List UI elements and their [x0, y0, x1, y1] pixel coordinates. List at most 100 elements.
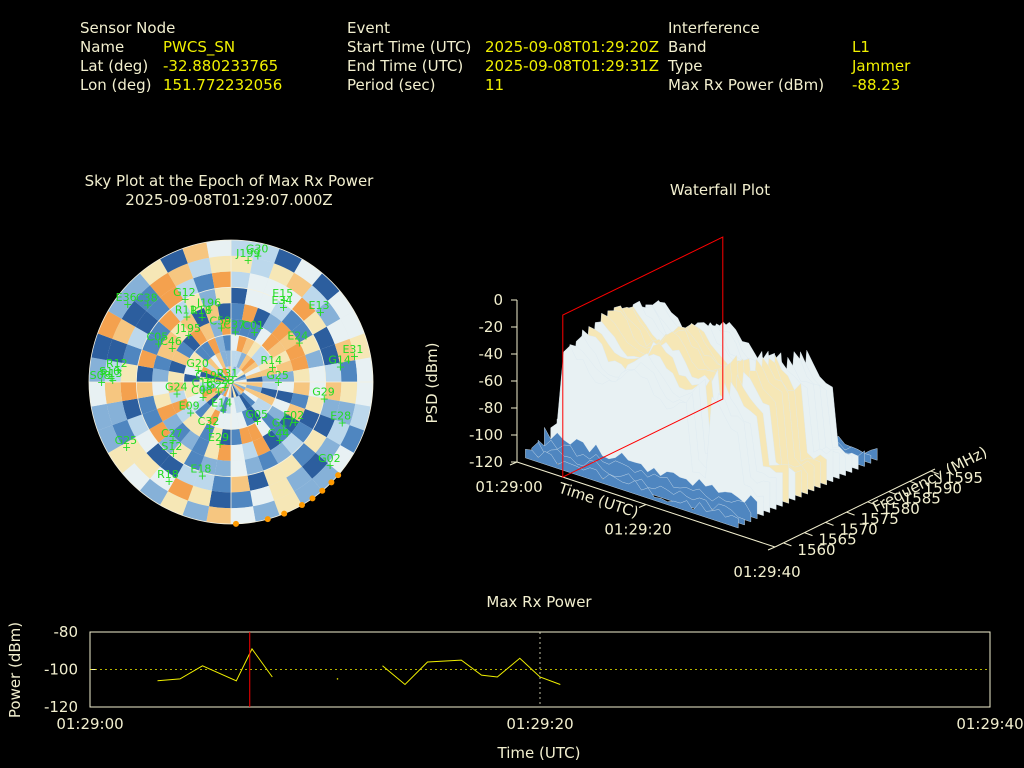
satellite-marker: +	[279, 424, 288, 437]
satellite-marker: +	[217, 322, 226, 335]
satellite-marker: +	[169, 447, 178, 460]
sky-cell	[231, 506, 256, 524]
sky-cell	[233, 396, 242, 414]
satellite-label: C27	[161, 427, 183, 440]
satellite-label: C37	[223, 319, 245, 332]
sky-cell	[200, 341, 216, 358]
sky-cell	[231, 334, 240, 351]
sky-cell	[171, 398, 191, 414]
sky-cell	[108, 445, 135, 474]
sky-cell	[122, 463, 150, 491]
sky-cell	[286, 466, 313, 492]
sky-cell	[201, 366, 218, 377]
sky-cell	[121, 437, 147, 464]
satellite-marker: +	[215, 438, 224, 451]
sky-cell	[222, 413, 231, 430]
sky-cell	[153, 392, 172, 409]
sky-cell	[122, 344, 143, 366]
interference-track-point	[309, 495, 316, 502]
sky-cell	[231, 490, 253, 509]
max-rx-y-tick-label: -80	[54, 623, 79, 641]
sky-cell	[301, 285, 328, 312]
sky-cell	[247, 470, 269, 491]
sky-cell	[231, 368, 242, 382]
satellite-label: E31	[342, 343, 363, 356]
sky-cell	[225, 366, 231, 382]
sky-cell	[231, 382, 245, 393]
sky-cell	[257, 450, 279, 471]
satellite-marker: +	[97, 376, 106, 389]
sky-cell	[246, 341, 262, 358]
satellite-label: J199	[235, 247, 260, 260]
sky-cell	[231, 475, 251, 493]
sky-cell	[170, 422, 191, 443]
sky-cell	[216, 382, 231, 390]
sky-cell	[168, 360, 187, 374]
sky-cell	[299, 408, 320, 430]
satellite-marker: +	[184, 329, 193, 342]
sky-cell	[231, 303, 245, 320]
max-rx-y-tick-label: -100	[44, 661, 78, 679]
sky-cell	[236, 411, 248, 429]
sky-cell	[146, 297, 171, 322]
sky-cell	[187, 485, 212, 507]
sky-cell	[207, 409, 221, 427]
satellite-label: G12	[173, 286, 196, 299]
waterfall-z-label: PSD (dBm)	[423, 342, 441, 423]
satellite-marker: +	[253, 249, 262, 262]
sky-cell	[301, 452, 328, 479]
interference-track-point	[232, 520, 239, 527]
sky-cell	[199, 382, 216, 388]
waterfall-title: Waterfall Plot	[670, 181, 770, 199]
sky-cell	[89, 357, 107, 382]
waterfall-time-tick	[509, 461, 518, 466]
satellite-marker: +	[205, 422, 214, 435]
sky-cell	[293, 382, 310, 396]
satellite-label: S12	[161, 440, 182, 453]
sky-cell	[183, 450, 205, 471]
waterfall-freq-tick-label: 1590	[924, 479, 962, 497]
sky-cell	[244, 366, 261, 377]
waterfall-freq-tick-label: 1595	[945, 469, 983, 487]
sky-cell	[180, 430, 200, 451]
waterfall-freq-tick	[888, 491, 897, 496]
satellite-label: R14	[261, 354, 283, 367]
interference-track-point	[335, 472, 342, 479]
max-rx-title: Max Rx Power	[486, 593, 592, 611]
sky-cell	[231, 382, 239, 397]
sky-cell	[254, 327, 272, 346]
sky-cell	[142, 408, 163, 430]
sky-cell	[275, 390, 294, 404]
interference-track-point	[299, 501, 305, 508]
satellite-marker: +	[143, 299, 152, 312]
sky-cell	[291, 442, 316, 467]
satellite-label: C32	[198, 415, 220, 428]
satellite-label: G20	[186, 357, 209, 370]
sky-cell	[262, 313, 282, 334]
satellite-label: S10	[99, 365, 120, 378]
interference-type-label: Type	[668, 57, 703, 75]
sky-cell	[294, 478, 323, 505]
sky-cell	[214, 459, 231, 477]
sky-cell	[199, 376, 216, 382]
max-rx-x-tick-label: 01:29:20	[506, 715, 573, 733]
sky-cell	[104, 382, 123, 404]
sky-cell	[255, 351, 272, 367]
sky-cell	[254, 418, 272, 437]
satellite-marker: +	[123, 298, 132, 311]
satellite-marker: +	[113, 364, 122, 377]
sky-cell	[217, 444, 231, 461]
sky-cell	[106, 338, 128, 363]
satellite-marker: +	[250, 326, 259, 339]
satellite-marker: +	[107, 372, 116, 385]
sky-cell	[153, 355, 172, 372]
satellite-label: E15	[272, 287, 293, 300]
sky-plot-title: Sky Plot at the Epoch of Max Rx Power	[85, 172, 375, 190]
sky-cell	[206, 506, 231, 524]
sky-cell	[247, 322, 263, 342]
sky-cell	[271, 350, 291, 366]
sky-cell	[214, 411, 226, 429]
sky-cell	[239, 319, 253, 338]
sky-cell	[252, 307, 271, 328]
